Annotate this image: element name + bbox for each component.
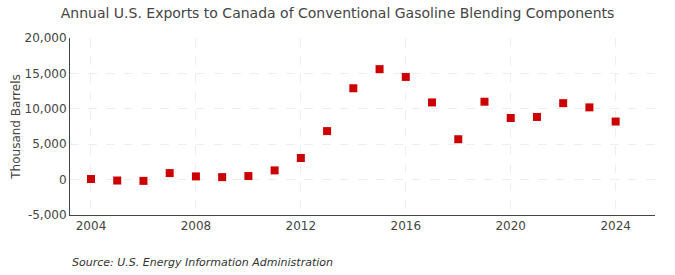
svg-text:2012: 2012: [286, 219, 317, 233]
svg-text:15,000: 15,000: [25, 67, 67, 81]
svg-text:0: 0: [59, 173, 67, 187]
svg-text:20,000: 20,000: [25, 31, 67, 45]
svg-text:2004: 2004: [76, 219, 107, 233]
svg-text:Thousand Barrels: Thousand Barrels: [9, 74, 23, 179]
svg-text:2024: 2024: [600, 219, 631, 233]
svg-text:Annual U.S. Exports to Canada: Annual U.S. Exports to Canada of Convent…: [61, 5, 615, 21]
svg-text:Source: U.S. Energy Informatio: Source: U.S. Energy Information Administ…: [72, 256, 333, 269]
svg-text:10,000: 10,000: [25, 102, 67, 116]
svg-text:2016: 2016: [391, 219, 422, 233]
svg-text:2020: 2020: [495, 219, 526, 233]
svg-text:2008: 2008: [181, 219, 212, 233]
svg-text:-5,000: -5,000: [28, 208, 67, 222]
svg-text:5,000: 5,000: [32, 137, 66, 151]
